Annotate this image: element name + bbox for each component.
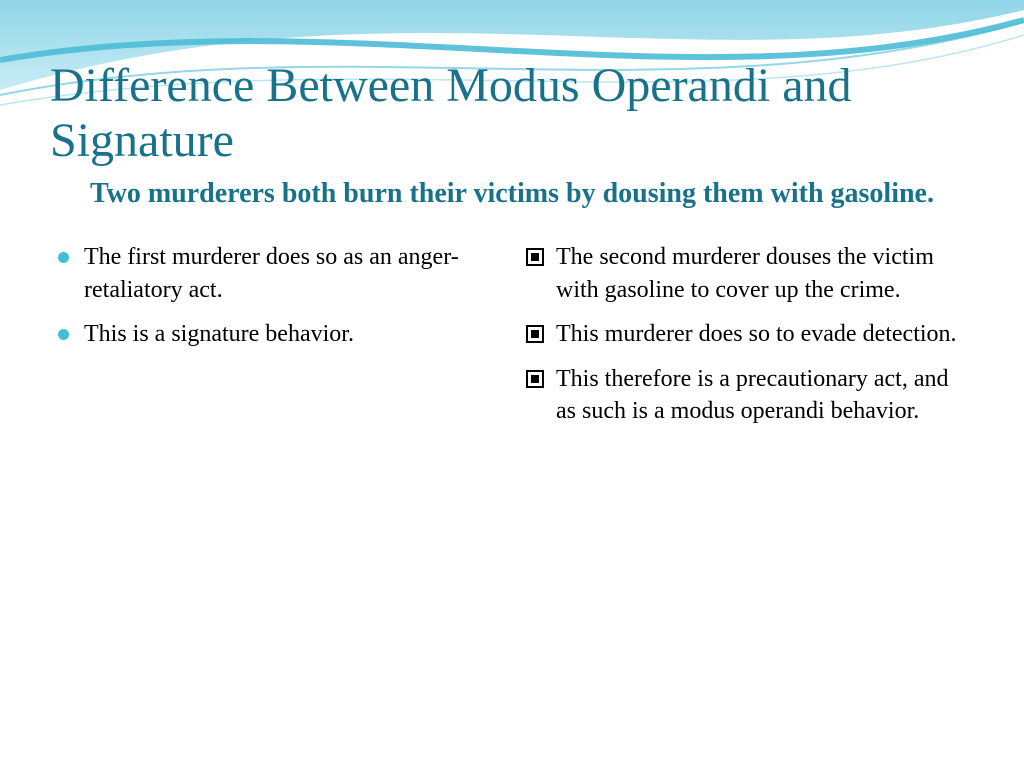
slide-title: Difference Between Modus Operandi and Si…	[50, 58, 974, 168]
list-item: This murderer does so to evade detection…	[522, 318, 974, 350]
left-column: The first murderer does so as an anger-r…	[50, 241, 502, 439]
two-column-layout: The first murderer does so as an anger-r…	[50, 241, 974, 439]
right-column: The second murderer douses the victim wi…	[522, 241, 974, 439]
list-item: This therefore is a precautionary act, a…	[522, 363, 974, 428]
list-item: The first murderer does so as an anger-r…	[50, 241, 502, 306]
list-item: This is a signature behavior.	[50, 318, 502, 350]
slide-subtitle: Two murderers both burn their victims by…	[50, 176, 974, 211]
list-item: The second murderer douses the victim wi…	[522, 241, 974, 306]
